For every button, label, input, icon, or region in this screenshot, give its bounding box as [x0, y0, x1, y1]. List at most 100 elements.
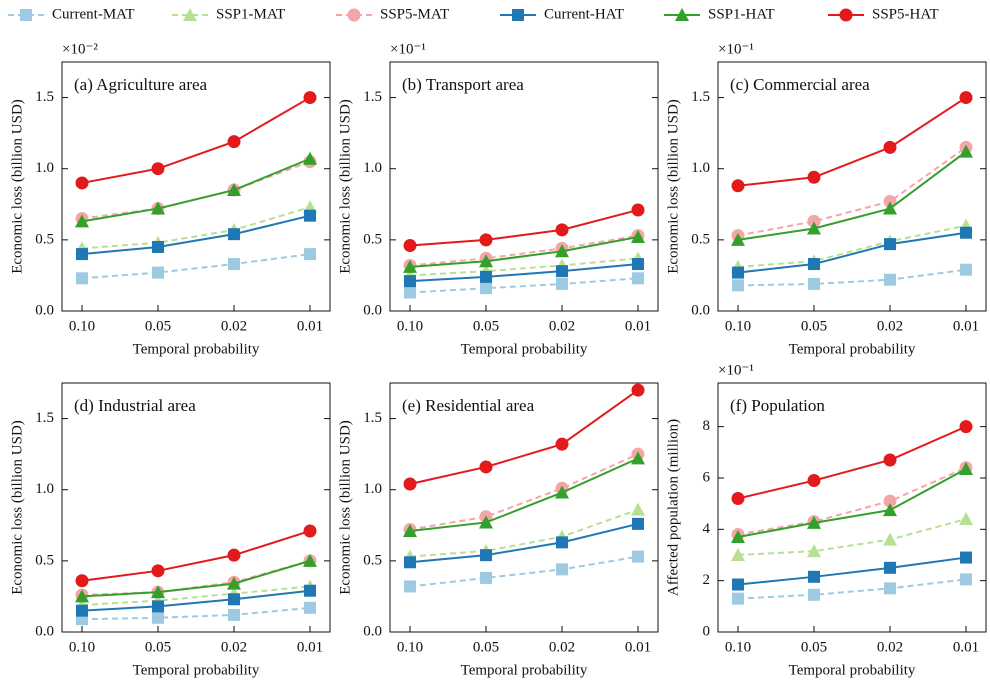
- data-point: [808, 258, 820, 271]
- panel-title: (c) Commercial area: [730, 75, 870, 94]
- series-line: [81, 157, 311, 223]
- y-tick-label: 4: [703, 521, 711, 537]
- data-point: [151, 585, 165, 599]
- data-point: [228, 258, 240, 271]
- data-point: [76, 604, 88, 617]
- series-line: [409, 236, 639, 268]
- series-line: [81, 253, 311, 280]
- legend-label: SSP5-HAT: [872, 6, 939, 22]
- data-point: [555, 244, 569, 258]
- series-line: [81, 530, 311, 582]
- x-tick-label: 0.01: [625, 639, 651, 655]
- plot-frame: [389, 382, 659, 633]
- data-point: [303, 524, 317, 538]
- data-point: [731, 492, 745, 506]
- y-tick-label: 1.0: [35, 160, 54, 176]
- series-line: [81, 214, 311, 256]
- data-point: [883, 532, 897, 546]
- data-point: [227, 183, 241, 197]
- series-line: [409, 508, 639, 558]
- y-tick-label: 0.5: [363, 552, 382, 568]
- data-point: [555, 485, 569, 499]
- data-point: [479, 515, 493, 529]
- data-point: [75, 214, 89, 228]
- data-point: [479, 254, 493, 268]
- series-line: [409, 257, 639, 277]
- data-point: [731, 232, 745, 246]
- series-line: [737, 150, 967, 241]
- plot-frame: [717, 61, 987, 312]
- legend-label: SSP1-MAT: [216, 6, 285, 22]
- series-line: [737, 268, 967, 287]
- data-point: [959, 420, 973, 434]
- panel-title: (a) Agriculture area: [74, 75, 208, 94]
- scale-label: ×10⁻¹: [390, 41, 426, 57]
- x-tick-label: 0.10: [725, 318, 751, 334]
- x-tick-label: 0.10: [397, 639, 423, 655]
- x-axis-label: Temporal probability: [133, 662, 260, 678]
- data-point: [555, 223, 569, 237]
- y-tick-label: 1.5: [363, 89, 382, 105]
- series-line: [737, 96, 967, 187]
- y-tick-label: 1.5: [35, 89, 54, 105]
- plot-frame: [389, 61, 659, 312]
- y-tick-label: 0.0: [363, 623, 382, 639]
- data-point: [731, 179, 745, 193]
- data-point: [732, 592, 744, 605]
- y-tick-label: 1.5: [691, 89, 710, 105]
- data-point: [732, 578, 744, 591]
- y-tick-label: 2: [703, 572, 711, 588]
- data-point: [303, 91, 317, 105]
- y-tick-label: 0.0: [35, 623, 54, 639]
- data-point: [807, 544, 821, 558]
- data-point: [556, 277, 568, 290]
- data-point: [960, 551, 972, 564]
- x-tick-label: 0.05: [145, 639, 171, 655]
- legend-marker: [675, 8, 689, 21]
- y-tick-label: 0.0: [35, 302, 54, 318]
- data-point: [556, 265, 568, 278]
- x-tick-label: 0.02: [877, 639, 903, 655]
- data-point: [404, 580, 416, 593]
- x-axis-label: Temporal probability: [789, 341, 916, 357]
- legend-marker: [839, 8, 853, 22]
- y-tick-label: 1.0: [691, 160, 710, 176]
- y-tick-label: 0.5: [35, 552, 54, 568]
- y-tick-label: 0.5: [363, 231, 382, 247]
- legend-label: SSP5-MAT: [380, 6, 449, 22]
- data-point: [807, 515, 821, 529]
- x-tick-label: 0.01: [953, 639, 979, 655]
- series-line: [81, 206, 311, 250]
- series-line: [81, 589, 311, 612]
- y-tick-label: 1.0: [363, 160, 382, 176]
- x-tick-label: 0.10: [397, 318, 423, 334]
- x-tick-label: 0.05: [801, 318, 827, 334]
- data-point: [632, 517, 644, 530]
- data-point: [76, 248, 88, 261]
- x-tick-label: 0.05: [473, 318, 499, 334]
- panel-title: (e) Residential area: [402, 396, 535, 415]
- data-point: [75, 574, 89, 588]
- data-point: [151, 162, 165, 176]
- x-axis-label: Temporal probability: [461, 662, 588, 678]
- data-point: [884, 582, 896, 595]
- data-point: [152, 240, 164, 253]
- data-point: [808, 588, 820, 601]
- data-point: [75, 176, 89, 190]
- data-point: [403, 259, 417, 273]
- y-tick-label: 0.0: [691, 302, 710, 318]
- x-tick-label: 0.01: [297, 639, 323, 655]
- x-axis-label: Temporal probability: [133, 341, 260, 357]
- data-point: [556, 536, 568, 549]
- data-point: [227, 135, 241, 149]
- data-point: [152, 600, 164, 613]
- y-tick-label: 0: [703, 623, 711, 639]
- data-point: [883, 194, 897, 208]
- data-point: [228, 228, 240, 241]
- legend-marker: [183, 8, 197, 21]
- y-axis-label: Economic loss (billion USD): [9, 420, 25, 595]
- data-point: [960, 226, 972, 239]
- series-line: [737, 466, 967, 536]
- data-point: [883, 201, 897, 215]
- x-tick-label: 0.02: [549, 639, 575, 655]
